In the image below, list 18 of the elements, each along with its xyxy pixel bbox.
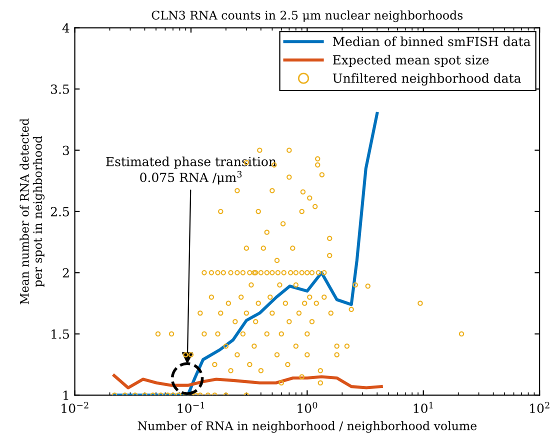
y-axis-title: Mean number of RNA detected per spot in neighborhood <box>20 118 45 304</box>
y-tick-label: 1.5 <box>52 329 69 339</box>
x-tick-label: 10$^{−1}$ <box>178 402 204 414</box>
y-tick-label: 2 <box>62 268 69 278</box>
y-tick-label: 3 <box>62 146 70 156</box>
y-tick-label: 3.5 <box>51 84 69 94</box>
x-tick-label: 10$^{2}$ <box>530 402 550 414</box>
chart-title: CLN3 RNA counts in 2.5 μm nuclear neighborhoods <box>152 10 463 22</box>
legend-label: Unfiltered neighborhood data <box>332 73 521 86</box>
y-tick-label: 1 <box>64 390 68 400</box>
legend-label: Expected mean spot size <box>332 54 489 67</box>
x-axis-title: Number of RNA in neighborhood / neighborhood volume <box>138 421 477 433</box>
y-tick-label: 4 <box>62 23 70 33</box>
x-tick-label: 10$^{−2}$ <box>62 402 88 414</box>
x-tick-label: 10$^{1}$ <box>414 402 433 414</box>
legend-label: Median of binned smFISH data <box>332 36 530 46</box>
x-tick-label: 10$^{0}$ <box>298 402 318 414</box>
y-tick-label: 2.5 <box>50 206 69 216</box>
